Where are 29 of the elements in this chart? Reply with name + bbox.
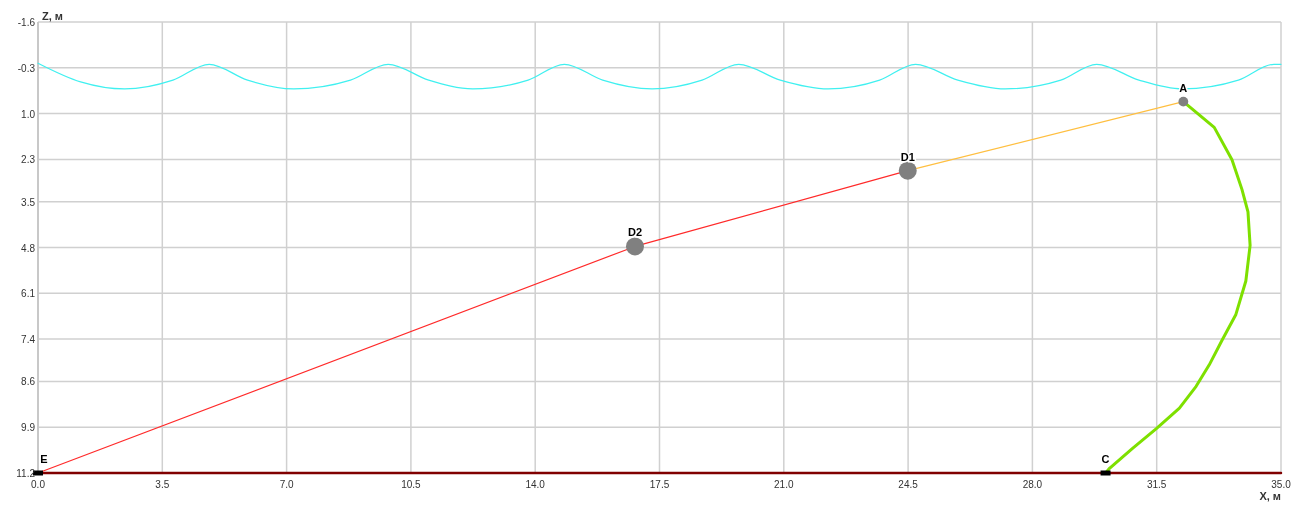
y-tick-label: 1.0 xyxy=(21,108,36,120)
x-tick-label: 7.0 xyxy=(279,479,294,490)
x-tick-label: 17.5 xyxy=(649,479,670,490)
x-tick-label: 14.0 xyxy=(525,479,546,490)
y-tick-label: 3.5 xyxy=(21,196,36,208)
x-axis-title: X, м xyxy=(1259,490,1281,502)
annotation: D1 xyxy=(900,150,915,163)
y-tick-label: 7.4 xyxy=(21,334,36,346)
x-tick-label: 21.0 xyxy=(774,479,794,490)
y-tick-label: 9.9 xyxy=(21,422,36,434)
y-tick-label: 6.1 xyxy=(21,288,36,300)
annotation: C xyxy=(1101,453,1110,465)
x-tick-label: 31.5 xyxy=(1146,479,1167,490)
y-tick-label: 8.6 xyxy=(21,376,36,388)
x-tick-label: 28.0 xyxy=(1022,479,1043,490)
y-tick-label: 4.8 xyxy=(21,242,36,254)
line-series xyxy=(37,62,1282,90)
x-tick-label: 0.0 xyxy=(31,479,46,490)
x-tick-label: 3.5 xyxy=(155,479,170,490)
x-tick-label: 35.0 xyxy=(1271,479,1292,490)
y-tick-label: 2.3 xyxy=(21,154,36,166)
y-tick-label: 11.2 xyxy=(16,468,36,479)
x-tick-label: 24.5 xyxy=(898,479,919,490)
x-tick-label: 10.5 xyxy=(401,479,422,490)
y-tick-label: -1.6 xyxy=(17,17,36,28)
annotation: D2 xyxy=(627,226,643,239)
y-axis-title: Z, м xyxy=(42,10,63,22)
annotation: E xyxy=(40,453,48,465)
y-tick-label: -0.3 xyxy=(17,62,36,74)
